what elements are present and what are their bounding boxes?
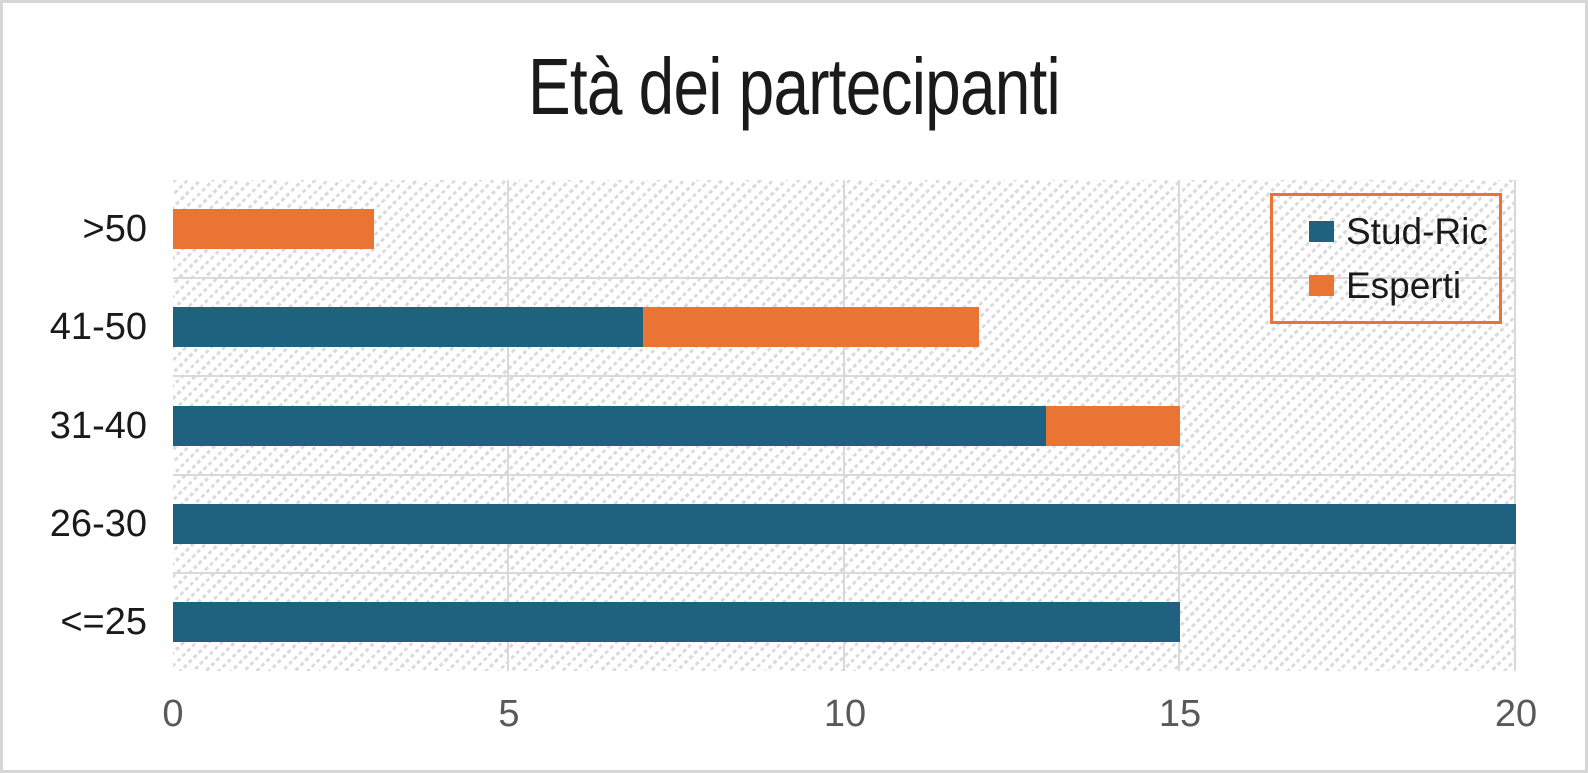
category-label: <=25 [60, 601, 147, 643]
plot-area [173, 180, 1516, 671]
bar-segment-stud-ric [173, 602, 1180, 642]
category-label: 41-50 [49, 306, 147, 348]
category-label: 26-30 [49, 503, 147, 545]
x-tick-label: 15 [1158, 693, 1202, 735]
legend-item-esperti: Esperti [1309, 267, 1499, 304]
chart-title: Età dei partecipanti [528, 42, 1061, 131]
gridline-horizontal [173, 474, 1516, 476]
x-tick-label: 20 [1494, 693, 1538, 735]
x-axis-tick-labels: 0 5 10 15 20 [3, 3, 1585, 770]
bar-segment-stud-ric [173, 307, 643, 347]
gridline-horizontal [173, 375, 1516, 377]
legend-label-esperti: Esperti [1346, 265, 1462, 307]
bar-segment-esperti [1046, 406, 1180, 446]
legend-item-stud-ric: Stud-Ric [1309, 213, 1499, 250]
gridline-horizontal [173, 572, 1516, 574]
bar-segment-esperti [643, 307, 979, 347]
gridline-vertical [1514, 180, 1516, 671]
legend-label-stud-ric: Stud-Ric [1346, 210, 1488, 252]
x-tick-label: 0 [162, 693, 184, 735]
gridline-horizontal [173, 277, 1516, 279]
bar-segment-stud-ric [173, 406, 1046, 446]
category-label: >50 [82, 208, 147, 250]
x-tick-label: 5 [498, 693, 520, 735]
y-axis-category-labels: >50 41-50 31-40 26-30 <=25 [3, 180, 147, 671]
legend-swatch-esperti [1309, 275, 1334, 297]
bar-segment-stud-ric [173, 504, 1516, 544]
category-label: 31-40 [49, 405, 147, 447]
bar-segment-esperti [173, 209, 374, 249]
x-tick-label: 10 [823, 693, 867, 735]
legend-swatch-stud-ric [1309, 220, 1334, 242]
legend: Stud-Ric Esperti [1270, 193, 1502, 324]
